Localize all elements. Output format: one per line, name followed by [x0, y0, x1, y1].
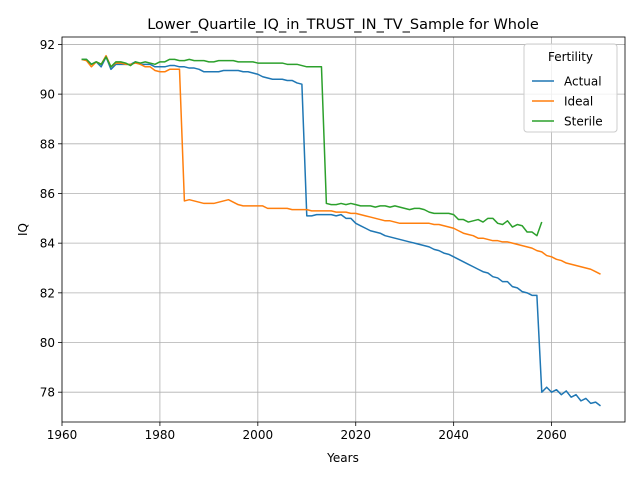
y-tick-label: 88 [40, 137, 55, 151]
x-tick-label: 1980 [145, 428, 176, 442]
y-tick-label: 84 [40, 237, 55, 251]
legend-box [523, 43, 618, 133]
series-line-sterile [81, 56, 543, 237]
x-tick-label: 1960 [47, 428, 78, 442]
legend: Fertility Actual Ideal Sterile [523, 43, 618, 133]
y-axis: 78 80 82 84 86 88 90 92 [40, 38, 62, 400]
x-tick-label: 2060 [536, 428, 567, 442]
legend-label-sterile: Sterile [564, 115, 603, 129]
x-tick-label: 2020 [340, 428, 371, 442]
x-tick-label: 2040 [438, 428, 469, 442]
y-axis-label: IQ [16, 223, 30, 236]
y-tick-label: 80 [40, 336, 55, 350]
y-tick-label: 86 [40, 187, 55, 201]
x-tick-label: 2000 [243, 428, 274, 442]
chart-title: Lower_Quartile_IQ_in_TRUST_IN_TV_Sample … [147, 17, 539, 33]
legend-label-ideal: Ideal [564, 95, 593, 109]
y-tick-label: 82 [40, 286, 55, 300]
legend-title: Fertility [548, 50, 593, 64]
plot-frame [61, 36, 626, 423]
series-lines [81, 54, 601, 407]
x-axis: 1960 1980 2000 2020 2040 2060 [47, 422, 567, 442]
y-tick-label: 78 [40, 386, 55, 400]
y-tick-label: 92 [40, 38, 55, 52]
legend-label-actual: Actual [564, 75, 602, 89]
y-tick-label: 90 [40, 88, 55, 102]
x-axis-label: Years [326, 451, 359, 465]
series-line-actual [81, 56, 601, 407]
series-line-ideal [81, 54, 601, 275]
